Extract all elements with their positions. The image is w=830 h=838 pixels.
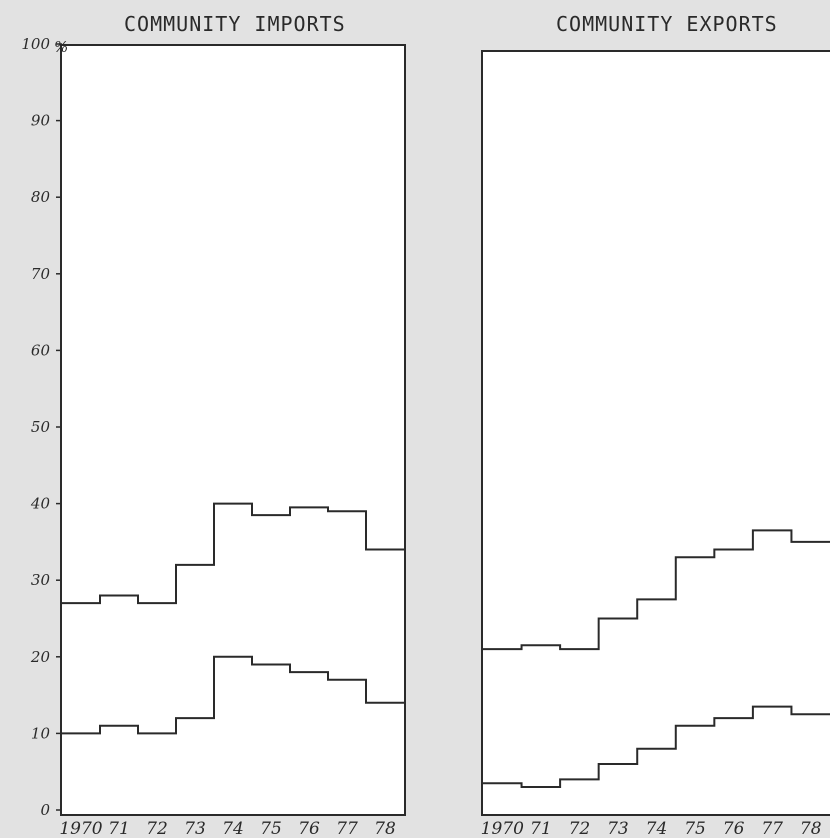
y-axis: 0 10 20 30 40 50 60 70 80 90 100 <box>21 35 62 819</box>
x-axis-imports: 1970 71 72 73 74 75 76 77 78 <box>59 819 396 838</box>
series-group-imports <box>62 502 404 735</box>
x-tick-label-imports: 72 <box>146 819 168 838</box>
y-tick-label: 0 <box>40 801 50 819</box>
plot-area-imports <box>60 44 406 816</box>
y-axis-unit-label: % <box>54 38 68 56</box>
y-tick-label: 40 <box>30 495 51 513</box>
x-tick-label-imports: 73 <box>184 819 206 838</box>
x-tick-label-exports: 1970 <box>481 819 524 838</box>
y-tick-label: 70 <box>31 265 51 283</box>
y-tick-label: 90 <box>31 112 51 130</box>
x-tick-label-imports: 74 <box>222 819 244 838</box>
series-line-imports-1 <box>62 502 404 605</box>
chart-title-imports: COMMUNITY IMPORTS <box>124 12 346 36</box>
x-tick-label-imports: 1970 <box>59 819 102 838</box>
x-tick-label-exports: 72 <box>569 819 591 838</box>
series-group-exports <box>483 529 830 789</box>
x-tick-label-exports: 77 <box>761 819 783 838</box>
y-tick-label: 10 <box>31 724 51 742</box>
y-tick-label: 20 <box>30 648 51 666</box>
x-tick-label-exports: 76 <box>723 819 745 838</box>
x-tick-label-exports: 78 <box>800 819 822 838</box>
y-tick-label: 30 <box>31 571 51 589</box>
series-line-imports-2 <box>62 655 404 735</box>
x-tick-label-exports: 73 <box>607 819 629 838</box>
x-tick-label-imports: 75 <box>260 819 282 838</box>
x-tick-label-imports: 71 <box>108 819 130 838</box>
y-tick-label: 80 <box>31 188 51 206</box>
x-tick-label-exports: 71 <box>530 819 552 838</box>
x-tick-label-imports: 78 <box>374 819 396 838</box>
y-tick-label: 50 <box>31 418 51 436</box>
series-line-exports-2 <box>483 705 830 789</box>
y-tick-label: 60 <box>31 341 51 359</box>
x-tick-label-imports: 76 <box>298 819 320 838</box>
x-tick-label-exports: 74 <box>646 819 668 838</box>
x-tick-label-imports: 77 <box>336 819 358 838</box>
x-tick-label-exports: 75 <box>684 819 706 838</box>
x-axis-exports: 1970 71 72 73 74 75 76 77 78 <box>481 819 822 838</box>
series-line-exports-1 <box>483 529 830 651</box>
plot-area-exports <box>481 50 830 816</box>
chart-title-exports: COMMUNITY EXPORTS <box>556 12 778 36</box>
y-tick-label: 100 <box>21 35 50 53</box>
